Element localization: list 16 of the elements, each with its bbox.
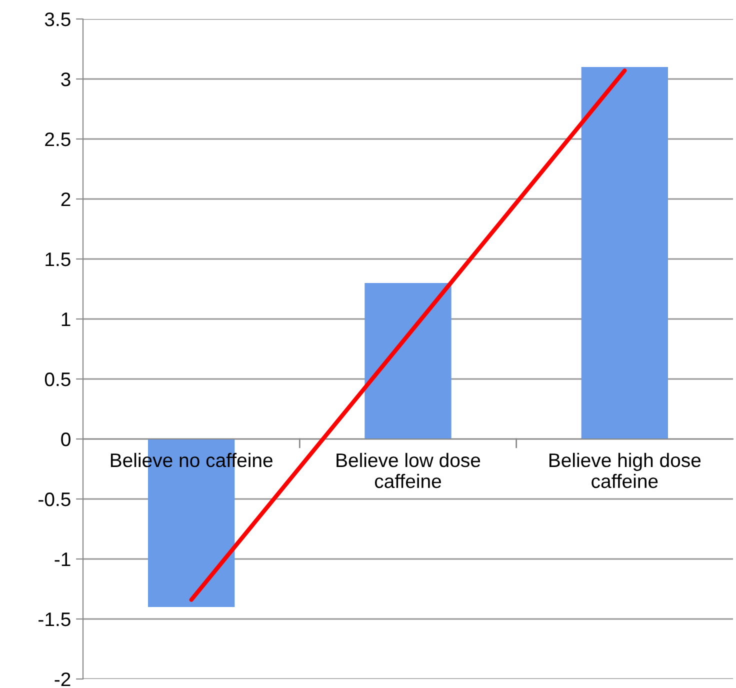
x-tick-label: Believe high dose caffeine <box>550 452 701 488</box>
y-tick-label: 0.5 <box>44 372 70 386</box>
bar <box>581 67 668 439</box>
y-tick-label: -2 <box>54 672 70 686</box>
y-tick-label: -1 <box>54 552 70 566</box>
x-tick-label: Believe low dose caffeine <box>336 452 480 488</box>
y-tick-label: 0 <box>61 432 70 446</box>
bar <box>364 283 452 439</box>
y-tick-label: 2.5 <box>45 132 70 146</box>
y-tick-label: 3.5 <box>44 12 70 26</box>
y-tick-label: 2 <box>61 192 70 206</box>
y-tick-label: 3 <box>61 72 70 86</box>
y-tick-label: -1.5 <box>38 612 70 626</box>
y-tick-label: 1.5 <box>46 252 70 266</box>
y-tick-label: 1 <box>62 312 70 326</box>
y-tick-label: -0.5 <box>38 492 70 506</box>
